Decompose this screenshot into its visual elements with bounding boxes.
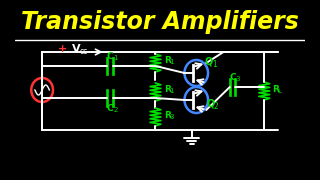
Text: R: R xyxy=(164,111,171,120)
Text: Q: Q xyxy=(205,56,213,66)
Text: C: C xyxy=(229,73,236,82)
Text: +: + xyxy=(58,44,67,54)
Text: C: C xyxy=(107,103,114,112)
Text: L: L xyxy=(278,88,282,94)
Text: 2: 2 xyxy=(214,102,219,111)
Text: cc: cc xyxy=(80,46,88,55)
Text: R: R xyxy=(164,55,171,64)
Text: R: R xyxy=(164,84,171,93)
Text: V: V xyxy=(72,44,81,54)
Text: C: C xyxy=(107,51,114,60)
Text: 3: 3 xyxy=(236,76,240,82)
Text: Q: Q xyxy=(207,98,215,108)
Text: 1: 1 xyxy=(212,60,217,69)
Text: 1: 1 xyxy=(113,55,118,61)
Text: 2: 2 xyxy=(113,107,118,113)
Text: R: R xyxy=(272,84,279,93)
Text: 1: 1 xyxy=(169,59,173,65)
Text: 1: 1 xyxy=(169,88,173,94)
Text: Transistor Amplifiers: Transistor Amplifiers xyxy=(21,10,299,34)
Text: 3: 3 xyxy=(169,114,173,120)
